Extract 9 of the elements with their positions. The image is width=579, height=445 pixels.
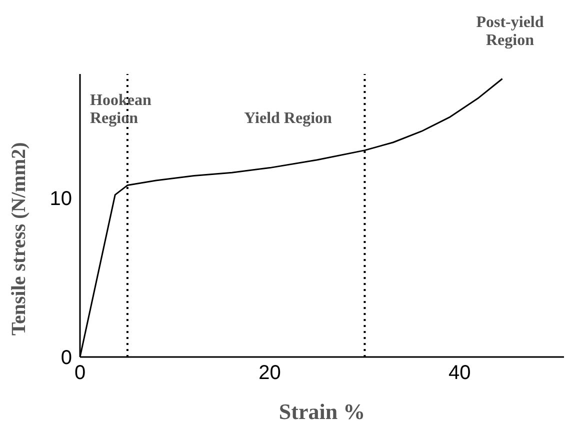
x-tick-label: 20 <box>258 362 281 384</box>
annotation: Hookean Region <box>90 92 152 128</box>
x-axis-title: Strain % <box>278 399 366 424</box>
y-tick-label: 10 <box>50 188 72 210</box>
y-axis-title: Tensile stress (N/mm2) <box>8 142 30 336</box>
x-tick-label: 40 <box>448 362 471 384</box>
text: Post-yield Region <box>475 14 545 50</box>
x-tick-label: 0 <box>74 362 86 384</box>
annotation: Yield Region <box>243 110 333 128</box>
